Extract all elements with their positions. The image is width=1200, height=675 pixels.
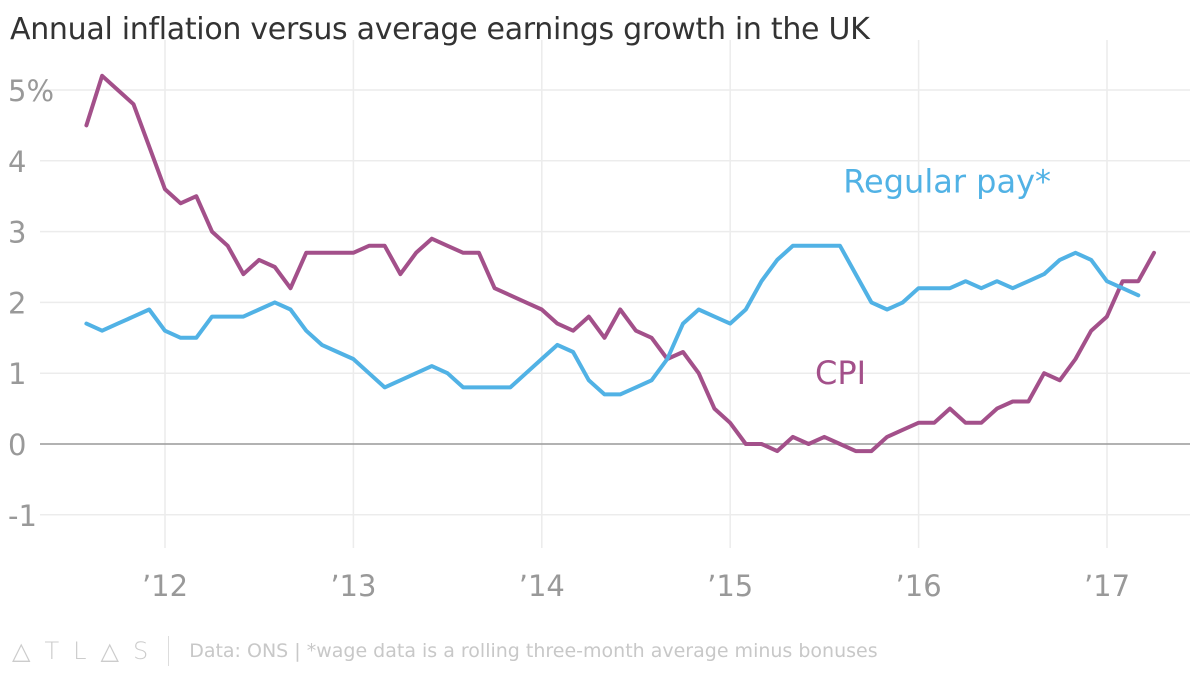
y-tick-label: 2 (8, 286, 26, 320)
y-tick-label: 1 (8, 357, 26, 391)
x-tick-label: ’15 (707, 569, 753, 603)
y-tick-label: -1 (8, 499, 37, 533)
series-label: Regular pay* (843, 163, 1051, 201)
series-line-cpi (84, 73, 1156, 454)
series-label: CPI (815, 354, 866, 392)
y-tick-label: 4 (8, 145, 26, 179)
line-chart: ’12 ’13 ’14 ’15 ’16 ’17 5% 4 3 2 1 0 -1 CPI Regular pa… (8, 40, 1190, 603)
footer-divider (168, 636, 170, 666)
series-line-regular-pay (84, 243, 1141, 397)
x-tick-label: ’16 (896, 569, 942, 603)
atlas-logo: △TL△S (12, 637, 163, 665)
footer: △TL△S Data: ONS | *wage data is a rollin… (12, 636, 878, 666)
y-tick-label: 5% (8, 74, 54, 108)
source-note: Data: ONS | *wage data is a rolling thre… (189, 640, 878, 662)
x-tick-label: ’14 (519, 569, 565, 603)
x-tick-label: ’13 (330, 569, 376, 603)
x-tick-label: ’12 (142, 569, 188, 603)
chart-title: Annual inflation versus average earnings… (10, 12, 870, 47)
y-tick-label: 3 (8, 216, 26, 250)
y-tick-label: 0 (8, 428, 26, 462)
x-tick-label: ’17 (1084, 569, 1130, 603)
